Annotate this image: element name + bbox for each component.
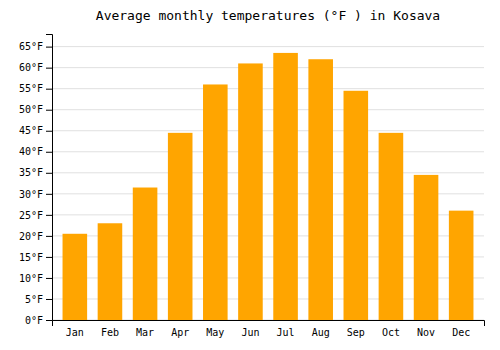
tick-label: 60°F xyxy=(19,62,43,73)
tick: Apr xyxy=(171,327,189,338)
tick-label: 15°F xyxy=(19,252,43,263)
tick-mark xyxy=(46,47,52,48)
tick-label: May xyxy=(206,327,224,338)
bar xyxy=(414,175,439,320)
bar xyxy=(168,133,193,320)
tick-label: 50°F xyxy=(19,104,43,115)
tick-label: 40°F xyxy=(19,146,43,157)
bar xyxy=(133,188,158,320)
tick-label: 0°F xyxy=(25,315,43,326)
bar xyxy=(98,223,123,320)
tick: 30°F xyxy=(19,189,52,200)
tick: 55°F xyxy=(19,83,52,94)
tick-label: Mar xyxy=(136,327,154,338)
bar xyxy=(238,63,263,320)
tick-label: 30°F xyxy=(19,189,43,200)
tick-mark xyxy=(46,131,52,132)
tick: Jun xyxy=(241,327,259,338)
tick-label: 35°F xyxy=(19,167,43,178)
tick: Dec xyxy=(452,327,470,338)
bar xyxy=(273,53,298,320)
tick-label: 10°F xyxy=(19,273,43,284)
grid-line xyxy=(52,130,484,131)
tick-label: 55°F xyxy=(19,83,43,94)
tick: 60°F xyxy=(19,62,52,73)
grid-line xyxy=(52,151,484,152)
grid-line xyxy=(52,172,484,173)
tick-label: Feb xyxy=(101,327,119,338)
tick: 0°F xyxy=(25,315,52,326)
tick: 20°F xyxy=(19,231,52,242)
bar xyxy=(308,59,333,320)
grid-line xyxy=(52,46,484,47)
tick-label: Dec xyxy=(452,327,470,338)
tick: 10°F xyxy=(19,273,52,284)
tick-mark xyxy=(46,236,52,237)
tick: Feb xyxy=(101,327,119,338)
bar xyxy=(449,211,474,320)
axis-line xyxy=(46,35,53,321)
tick-mark xyxy=(46,278,52,279)
tick-mark xyxy=(46,257,52,258)
tick-label: Sep xyxy=(347,327,365,338)
tick: 50°F xyxy=(19,104,52,115)
tick-label: 5°F xyxy=(25,294,43,305)
tick-label: Apr xyxy=(171,327,189,338)
tick-label: Jul xyxy=(277,327,295,338)
tick: 15°F xyxy=(19,252,52,263)
chart: 0°F 5°F 10°F 15°F 20°F 25°F 30°F 35°F 40°F 45°F 50… xyxy=(0,0,500,350)
tick-label: 20°F xyxy=(19,231,43,242)
tick: Nov xyxy=(417,327,435,338)
tick-mark xyxy=(46,194,52,195)
tick-label: Oct xyxy=(382,327,400,338)
grid-line xyxy=(52,88,484,89)
bar xyxy=(344,91,369,320)
tick-mark xyxy=(46,215,52,216)
tick: 65°F xyxy=(19,41,52,52)
y-axis: 0°F 5°F 10°F 15°F 20°F 25°F 30°F 35°F 40°F 45°F 50… xyxy=(19,35,53,326)
bars xyxy=(63,53,474,320)
tick: 45°F xyxy=(19,125,52,136)
grid xyxy=(52,47,484,320)
tick: 5°F xyxy=(25,294,52,305)
tick: 40°F xyxy=(19,146,52,157)
tick-label: 65°F xyxy=(19,41,43,52)
grid-line xyxy=(52,109,484,110)
bar xyxy=(379,133,404,320)
plot: 0°F 5°F 10°F 15°F 20°F 25°F 30°F 35°F 40°F 45°F 50… xyxy=(19,35,485,339)
tick-mark xyxy=(46,110,52,111)
tick: Oct xyxy=(382,327,400,338)
tick-label: Nov xyxy=(417,327,435,338)
tick-mark xyxy=(46,299,52,300)
tick-mark xyxy=(46,152,52,153)
tick-mark xyxy=(46,173,52,174)
bar xyxy=(203,84,228,320)
tick-label: Jan xyxy=(66,327,84,338)
tick: Jul xyxy=(277,327,295,338)
tick: Jan xyxy=(66,327,84,338)
tick: May xyxy=(206,327,224,338)
axis-line xyxy=(53,321,485,327)
tick-label: 25°F xyxy=(19,210,43,221)
tick: 25°F xyxy=(19,210,52,221)
x-axis: Jan Feb Mar Apr May Jun Jul Aug Sep Oct Nov Dec xyxy=(53,321,485,339)
tick: Sep xyxy=(347,327,365,338)
bar xyxy=(63,234,88,320)
tick-mark xyxy=(46,89,52,90)
tick-label: Aug xyxy=(312,327,330,338)
tick: Mar xyxy=(136,327,154,338)
tick: 35°F xyxy=(19,167,52,178)
tick: Aug xyxy=(312,327,330,338)
grid-line xyxy=(52,67,484,68)
title: Average monthly temperatures (°F ) in Ko… xyxy=(96,8,440,23)
tick-label: 45°F xyxy=(19,125,43,136)
tick-label: Jun xyxy=(241,327,259,338)
tick-mark xyxy=(46,68,52,69)
tick-mark xyxy=(46,320,52,321)
